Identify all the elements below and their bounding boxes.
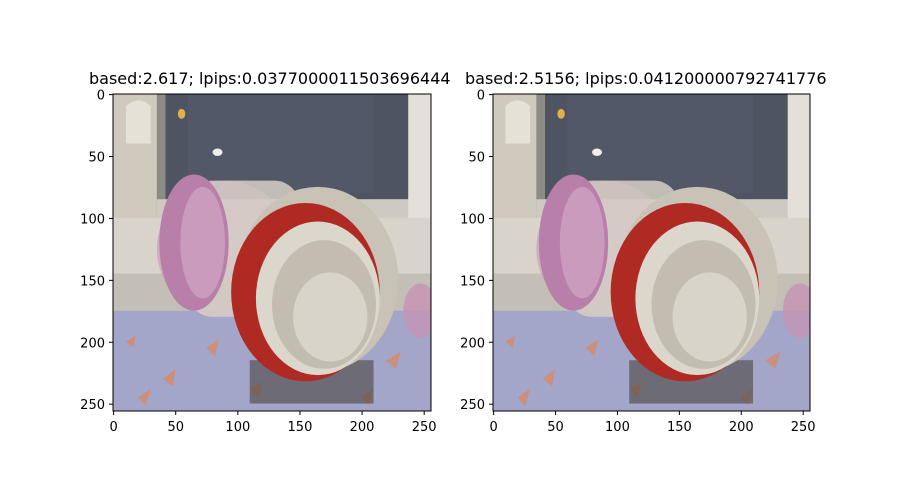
right-x-tick-label: 50 (547, 420, 564, 435)
left-x-tick-label: 150 (288, 420, 313, 435)
left-y-tick-label: 50 (88, 151, 105, 166)
right-y-tick-label: 150 (460, 274, 485, 289)
right-x-tick-label: 150 (667, 420, 692, 435)
right-y-tick-label: 100 (460, 212, 485, 227)
left-x-tick-label: 250 (412, 420, 437, 435)
left-panel-title: based:2.617; lpips:0.0377000011503696444 (89, 69, 451, 88)
right-axes-frame (492, 93, 811, 412)
right-y-tick-label: 50 (468, 151, 485, 166)
right-y-tick-label: 0 (477, 89, 485, 104)
left-y-tick-label: 250 (80, 398, 105, 413)
left-axis-ticks: 0 50 100 150 200 250 0 50 100 150 200 250 (80, 89, 436, 435)
right-x-tick-label: 100 (605, 420, 630, 435)
right-image (493, 94, 810, 411)
left-image (113, 94, 431, 411)
right-x-tick-label: 0 (489, 420, 497, 435)
right-panel-title: based:2.5156; lpips:0.041200000792741776 (465, 69, 827, 88)
right-x-tick-label: 200 (729, 420, 754, 435)
left-x-tick-label: 0 (109, 420, 117, 435)
left-y-tick-label: 150 (80, 274, 105, 289)
right-y-tick-label: 200 (460, 336, 485, 351)
right-axis-ticks: 0 50 100 150 200 250 0 50 100 150 200 250 (460, 89, 815, 435)
right-x-tick-label: 250 (791, 420, 816, 435)
left-x-tick-label: 50 (167, 420, 184, 435)
left-axes-frame (112, 93, 432, 412)
left-y-tick-label: 200 (80, 336, 105, 351)
left-y-tick-label: 0 (97, 89, 105, 104)
right-y-tick-label: 250 (460, 398, 485, 413)
left-x-tick-label: 100 (225, 420, 250, 435)
left-y-tick-label: 100 (80, 212, 105, 227)
left-x-tick-label: 200 (350, 420, 375, 435)
